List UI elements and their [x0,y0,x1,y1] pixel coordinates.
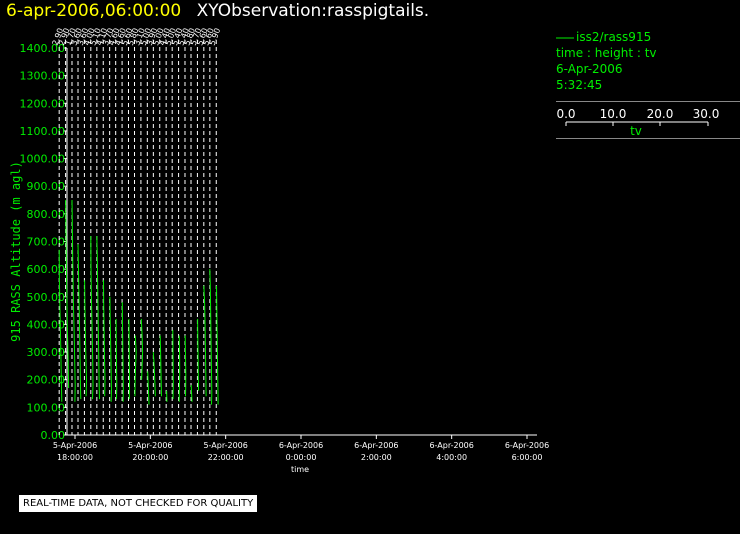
legend-date: 6-Apr-2006 [556,62,623,76]
scan-trace [190,385,193,402]
legend-series: iss2/rass915 [556,29,740,45]
legend-divider-top [556,101,740,102]
scan-trace [84,280,88,397]
y-tick-label: 200.00 [27,374,66,387]
scan-trace [121,302,124,402]
x-tick-date: 5-Apr-2006 [128,441,172,450]
legend: iss2/rass915 time : height : tv 6-Apr-20… [556,29,740,139]
legend-time: 5:32:45 [556,78,603,92]
scan-trace [58,249,63,402]
x-tick-date: 5-Apr-2006 [53,441,97,450]
legend-series-name: iss2/rass915 [576,30,652,44]
y-axis-label: 915 RASS Altitude (m agl) [9,161,23,342]
tv-scale-label: 10.0 [600,107,627,121]
scan-trace [103,280,106,397]
chart-plot: 0.00100.00200.00300.00400.00500.00600.00… [9,27,549,474]
scan-trace [71,199,76,402]
scan-trace [128,318,131,400]
scan-trace [65,199,70,389]
y-tick-label: 1200.00 [20,97,66,110]
tv-scale-title: tv [630,124,642,138]
scan-trace [134,335,137,397]
y-tick-label: 900.00 [27,180,66,193]
scan-trace [109,296,113,402]
scan-trace [152,352,156,397]
x-tick-date: 6-Apr-2006 [429,441,473,450]
scan-trace [184,335,187,397]
scan-trace [96,235,100,400]
y-tick-label: 800.00 [27,208,66,221]
scan-trace [159,335,162,397]
scan-trace [178,335,181,402]
y-tick-label: 1400.00 [20,42,66,55]
x-tick-time: 18:00:00 [57,453,93,462]
scan-trace [90,235,94,400]
legend-fields: time : height : tv [556,46,657,60]
x-tick-date: 6-Apr-2006 [354,441,398,450]
x-tick-time: 0:00:00 [286,453,317,462]
x-tick-time: 6:00:00 [512,453,543,462]
y-tick-label: 1300.00 [20,70,66,83]
x-tick-time: 4:00:00 [436,453,467,462]
scan-trace [216,285,219,405]
tv-scale-label: 20.0 [647,107,674,121]
x-axis-label: time [291,465,309,474]
scan-trace [209,269,213,405]
y-tick-label: 100.00 [27,401,66,414]
tv-scale: 0.0 10.0 20.0 30.0 tv [556,102,740,138]
scan-trace [115,318,118,400]
y-tick-label: 400.00 [27,318,66,331]
y-tick-label: 500.00 [27,291,66,304]
x-tick-time: 22:00:00 [208,453,244,462]
scan-trace [197,318,199,391]
x-tick-date: 6-Apr-2006 [505,441,549,450]
chart-header: 6-apr-2006,06:00:00 XYObservation:rasspi… [6,1,429,21]
quality-disclaimer: REAL-TIME DATA, NOT CHECKED FOR QUALITY [19,495,258,512]
tv-scale-label: 0.0 [556,107,575,121]
scan-trace [140,318,144,380]
scan-trace [203,285,207,397]
x-tick-time: 2:00:00 [361,453,392,462]
x-tick-time: 20:00:00 [132,453,168,462]
y-tick-label: 600.00 [27,263,66,276]
scan-trace [147,371,150,405]
y-tick-label: 1000.00 [20,153,66,166]
tv-scale-svg: 0.0 10.0 20.0 30.0 tv [556,107,720,138]
x-tick-date: 5-Apr-2006 [203,441,247,450]
x-tick-date: 6-Apr-2006 [279,441,323,450]
header-date: 6-apr-2006,06:00:00 [6,1,182,21]
y-tick-label: 1100.00 [20,125,66,138]
legend-line-swatch [556,37,574,38]
y-tick-label: 700.00 [27,236,66,249]
tv-scale-label: 30.0 [693,107,720,121]
header-title: XYObservation:rasspigtails. [196,1,430,21]
scan-trace [172,329,174,400]
scan-trace [77,244,82,400]
y-tick-label: 300.00 [27,346,66,359]
legend-divider-bottom [556,138,740,139]
